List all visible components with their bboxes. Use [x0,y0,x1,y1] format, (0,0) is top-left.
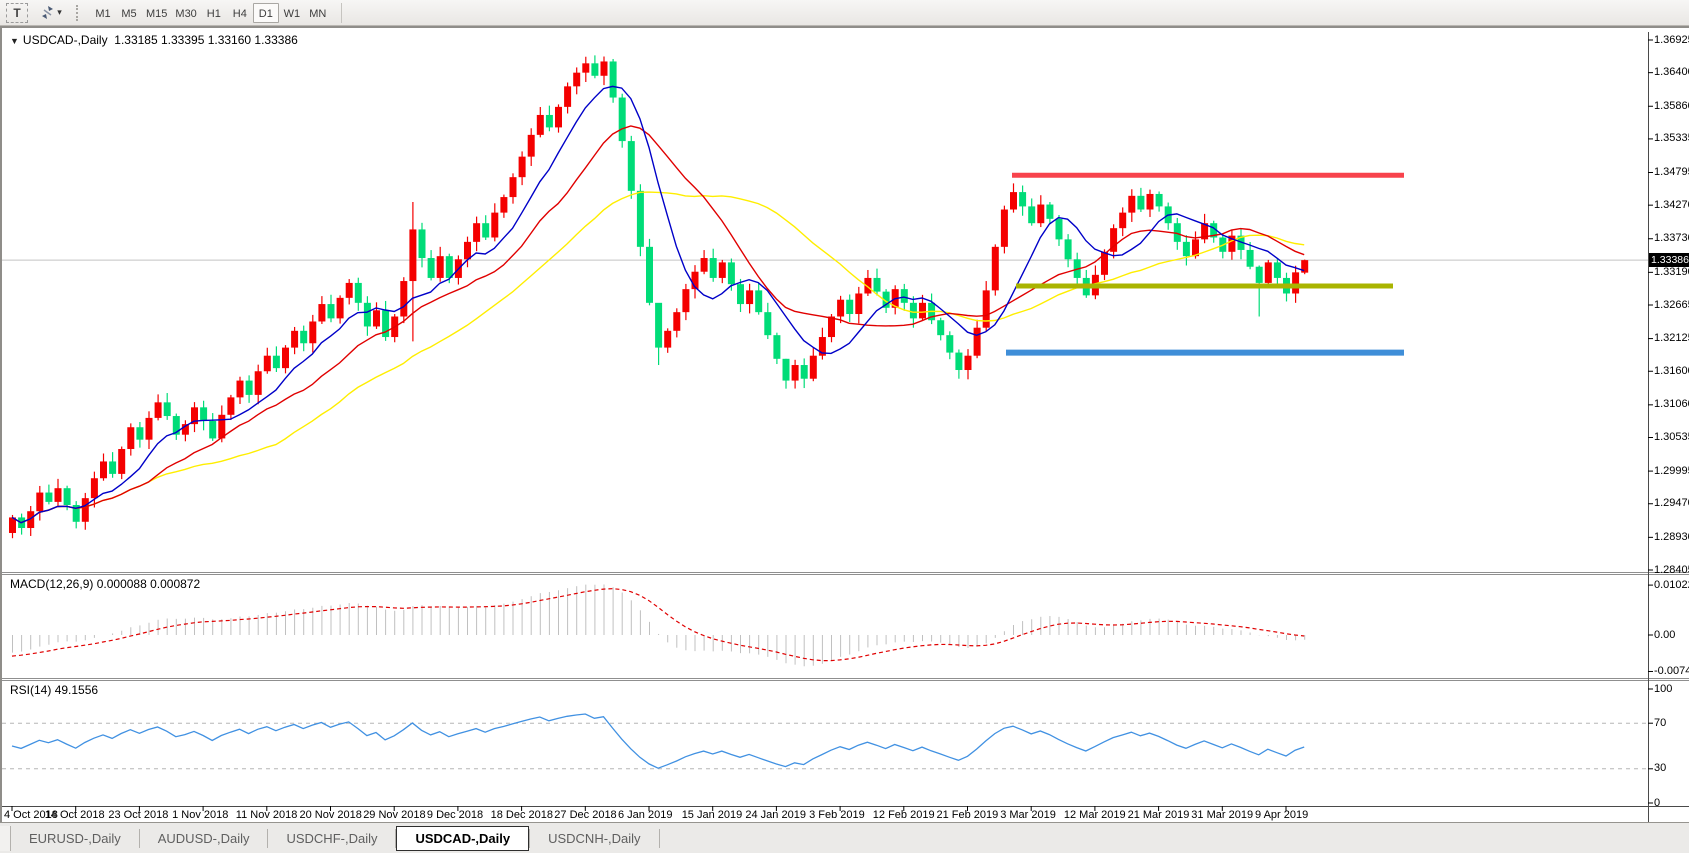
price-tick: 1.31600 [1654,364,1689,377]
arrows-tool-button[interactable]: ▾ [34,3,68,23]
chevron-down-icon: ▾ [57,7,62,17]
tab-usdcnh[interactable]: USDCNH-,Daily [548,831,641,846]
timeframe-w1[interactable]: W1 [283,7,301,20]
date-tick: 1 Nov 2018 [172,809,229,821]
date-tick: 11 Nov 2018 [235,809,298,821]
timeframe-group: M1 M5 M15 M30 H1 H4 D1 W1 MN [90,2,331,23]
rsi-indicator-label: RSI(14) 49.1556 [10,683,98,697]
tab-separator [529,829,531,848]
macd-indicator-label: MACD(12,26,9) 0.000088 0.000872 [10,577,200,591]
date-tick: 3 Feb 2019 [809,809,865,821]
price-tick: 1.33190 [1654,265,1689,278]
tab-audusd[interactable]: AUDUSD-,Daily [157,831,250,846]
rsi-tick: 70 [1654,716,1667,729]
tab-usdcad[interactable]: USDCAD-,Daily [396,826,530,851]
tab-eurusd[interactable]: EURUSD-,Daily [29,831,121,846]
date-tick: 12 Feb 2019 [872,809,935,821]
date-tick: 27 Dec 2018 [554,809,617,821]
price-tick: 1.28930 [1654,530,1689,543]
date-tick: 15 Jan 2019 [681,809,743,821]
date-tick: 18 Dec 2018 [490,809,553,821]
toolbar-grip[interactable] [76,4,82,21]
date-tick: 3 Mar 2019 [1000,809,1056,821]
price-tick: 1.28405 [1654,563,1689,576]
macd-tick: 0.010229 [1654,578,1689,591]
price-tick: 1.32665 [1654,298,1689,311]
current-price-tag: 1.33386 [1649,253,1689,267]
top-toolbar: T ▾ M1 M5 M15 M30 H1 H4 D1 W1 MN [0,0,1689,26]
date-tick: 14 Oct 2018 [44,809,105,821]
date-tick: 4 Oct 2018 [4,809,58,821]
date-tick: 12 Mar 2019 [1063,809,1126,821]
price-tick: 1.33730 [1654,232,1689,245]
tab-separator [267,829,269,848]
price-tick: 1.35335 [1654,132,1689,145]
timeframe-mn[interactable]: MN [309,7,327,20]
macd-tick: 0.00 [1654,628,1676,641]
chart-window[interactable]: ▼ USDCAD-,Daily 1.33185 1.33395 1.33160 1… [0,26,1689,822]
date-tick: 9 Dec 2018 [426,809,484,821]
rsi-tick: 30 [1654,762,1667,775]
timeframe-m15[interactable]: M15 [146,7,168,20]
chart-title-ohlc: 1.33185 1.33395 1.33160 1.33386 [114,33,298,47]
text-tool-icon: T [13,5,21,20]
price-tick: 1.30535 [1654,431,1689,443]
macd-tick: -0.007477 [1654,664,1689,677]
tab-separator [658,829,660,848]
price-tick: 1.32125 [1654,332,1689,345]
date-tick: 20 Nov 2018 [299,809,362,821]
tab-separator [395,829,397,848]
collapse-triangle-icon[interactable]: ▼ [10,36,19,46]
date-tick: 31 Mar 2019 [1191,809,1254,821]
chart-tab-bar: EURUSD-,Daily AUDUSD-,Daily USDCHF-,Daily U… [0,822,1689,853]
timeframe-h1[interactable]: H1 [206,7,221,20]
date-tick: 24 Jan 2019 [745,809,806,821]
arrows-tool-icon [42,6,54,19]
price-tick: 1.34795 [1654,166,1689,178]
date-tick: 9 Apr 2019 [1255,809,1309,821]
date-tick: 21 Feb 2019 [936,809,999,821]
price-tick: 1.29995 [1654,464,1689,477]
timeframe-d1[interactable]: D1 [252,2,279,23]
price-tick: 1.29470 [1654,497,1689,510]
rsi-tick: 0 [1654,796,1661,809]
tab-stub[interactable] [0,826,11,851]
macd-values: 0.000088 0.000872 [96,577,201,591]
macd-name: MACD(12,26,9) [10,577,94,591]
date-tick: 29 Nov 2018 [363,809,426,821]
rsi-value: 49.1556 [54,683,99,697]
price-tick: 1.36925 [1654,33,1689,46]
price-tick: 1.36400 [1654,66,1689,79]
price-tick: 1.31060 [1654,398,1689,411]
price-tick: 1.34270 [1654,198,1689,211]
price-tick: 1.35860 [1654,99,1689,112]
chart-title: ▼ USDCAD-,Daily 1.33185 1.33395 1.33160 1… [10,33,298,47]
date-tick: 21 Mar 2019 [1127,809,1190,821]
toolbar-separator [340,2,342,23]
chart-title-symbol: USDCAD-,Daily [22,33,108,47]
tab-separator [138,829,140,848]
chart-canvas[interactable] [2,28,1689,822]
timeframe-h4[interactable]: H4 [232,7,247,20]
text-tool-button[interactable]: T [6,2,28,23]
rsi-tick: 100 [1654,682,1673,695]
timeframe-m1[interactable]: M1 [95,7,111,20]
tab-usdchf[interactable]: USDCHF-,Daily [286,831,378,846]
timeframe-m5[interactable]: M5 [121,7,137,20]
timeframe-m30[interactable]: M30 [175,7,197,20]
rsi-name: RSI(14) [10,683,52,697]
date-tick: 23 Oct 2018 [108,809,169,821]
date-tick: 6 Jan 2019 [618,809,673,821]
